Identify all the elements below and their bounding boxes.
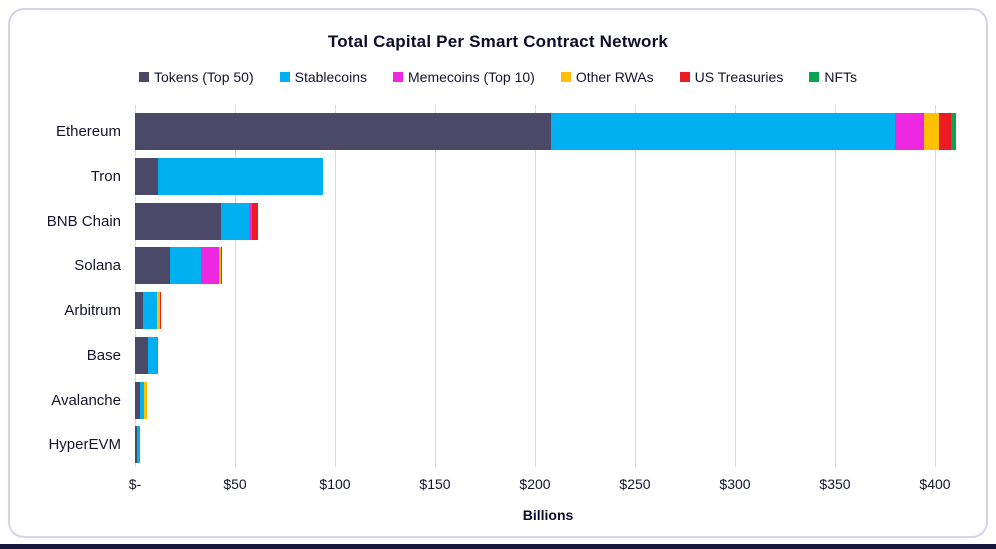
bar-segment-stablecoins [140, 381, 144, 419]
category-label: Ethereum [55, 123, 121, 140]
bar-segment-other-rwas [219, 247, 221, 285]
bar-segment-memecoins-top-10 [249, 202, 252, 240]
x-tick-label: $150 [419, 476, 451, 492]
bar-segment-memecoins-top-10 [157, 336, 159, 374]
x-tick-label: $- [128, 476, 142, 492]
legend-swatch-icon [393, 72, 403, 82]
bar-row: Avalanche [51, 378, 147, 423]
bar-row: Solana [74, 243, 222, 288]
category-label: Arbitrum [64, 302, 121, 319]
stacked-bar [135, 292, 161, 329]
bar-segment-tokens-top-50 [135, 292, 143, 329]
legend-item-label: NFTs [824, 69, 857, 85]
bar-segment-tokens-top-50 [135, 113, 551, 150]
stacked-bar [135, 336, 159, 374]
bar-segment-us-treasuries [252, 202, 258, 240]
bottom-strip [0, 544, 996, 549]
category-label: Avalanche [51, 391, 121, 409]
legend-item: Tokens (Top 50) [139, 69, 254, 85]
bar-segment-nfts [951, 113, 956, 150]
legend-item: US Treasuries [679, 69, 784, 85]
x-tick-label: $350 [819, 476, 851, 492]
legend-item: Memecoins (Top 10) [393, 69, 535, 85]
gridline [535, 105, 536, 467]
x-tick-label: $200 [519, 476, 551, 492]
legend: Tokens (Top 50) Stablecoins Memecoins (Top… [10, 69, 986, 85]
x-tick-label: $250 [619, 476, 651, 492]
bar-segment-memecoins-top-10 [895, 113, 924, 150]
bar-segment-stablecoins [170, 247, 201, 285]
category-label: HyperEVM [48, 436, 121, 454]
stacked-bar [135, 247, 222, 285]
gridline [635, 105, 636, 467]
category-label: BNB Chain [46, 212, 121, 230]
bar-segment-tokens-top-50 [135, 202, 221, 240]
gridline [935, 105, 936, 467]
gridline [835, 105, 836, 467]
legend-item: Other RWAs [560, 69, 654, 85]
bar-row: Ethereum [56, 109, 956, 154]
bar-segment-other-rwas [924, 113, 939, 150]
x-tick-label: $300 [719, 476, 751, 492]
legend-item: NFTs [809, 69, 857, 85]
bar-segment-stablecoins [148, 336, 157, 374]
bar-segment-stablecoins [143, 292, 157, 329]
gridline [435, 105, 436, 467]
bar-row: BNB Chain [47, 199, 258, 244]
category-label: Tron [90, 167, 121, 185]
stacked-bar [135, 426, 140, 464]
legend-swatch-icon [279, 72, 290, 82]
legend-item: Stablecoins [279, 69, 367, 85]
gridline [335, 105, 336, 467]
legend-swatch-icon [809, 72, 820, 82]
bar-segment-stablecoins [158, 157, 323, 195]
bar-segment-tokens-top-50 [135, 336, 148, 374]
bar-row: HyperEVM [48, 422, 140, 467]
bar-segment-stablecoins [551, 113, 895, 150]
bar-segment-other-rwas [157, 292, 160, 329]
plot-area: Ethereum Tron BNB Chain Solana Arbitrum Base A… [47, 105, 961, 467]
stacked-bar [135, 381, 147, 419]
bar-row: Tron [91, 154, 323, 199]
bar-segment-us-treasuries [160, 292, 161, 329]
bar-row: Base [87, 333, 159, 378]
gridline [235, 105, 236, 467]
legend-swatch-icon [560, 72, 571, 82]
legend-swatch-icon [679, 72, 690, 82]
category-label: Base [86, 346, 121, 364]
x-tick-label: $100 [319, 476, 351, 492]
stacked-bar [135, 157, 323, 195]
legend-item-label: Stablecoins [294, 69, 367, 85]
chart-title: Total Capital Per Smart Contract Network [327, 32, 669, 51]
gridline [735, 105, 736, 467]
chart-card: Total Capital Per Smart Contract Network… [8, 8, 988, 538]
x-axis-ticks: $- $50 $100 $150 $200 $250 $300 $350 $400 [129, 476, 961, 494]
bar-segment-memecoins-top-10 [201, 247, 219, 285]
bar-segment-tokens-top-50 [135, 247, 170, 285]
legend-item-label: Other RWAs [575, 69, 654, 85]
bar-segment-tokens-top-50 [135, 381, 140, 419]
bar-segment-stablecoins [221, 202, 249, 240]
legend-item-label: Tokens (Top 50) [154, 69, 254, 85]
x-tick-label: $50 [223, 476, 247, 492]
stacked-bar [135, 113, 956, 150]
x-tick-label: $400 [919, 476, 951, 492]
legend-item-label: US Treasuries [694, 69, 784, 85]
bar-segment-us-treasuries [221, 247, 222, 285]
x-axis-title: Billions [522, 507, 574, 523]
bar-segment-tokens-top-50 [135, 157, 158, 195]
bar-segment-other-rwas [144, 381, 147, 419]
bar-segment-stablecoins [137, 426, 140, 464]
gridline [135, 105, 136, 467]
stacked-bar [135, 202, 258, 240]
bar-segment-us-treasuries [939, 113, 951, 150]
bar-row: Arbitrum [64, 288, 161, 333]
bar-segment-tokens-top-50 [135, 426, 137, 464]
legend-swatch-icon [139, 72, 149, 82]
legend-item-label: Memecoins (Top 10) [408, 69, 535, 85]
category-label: Solana [74, 257, 121, 275]
